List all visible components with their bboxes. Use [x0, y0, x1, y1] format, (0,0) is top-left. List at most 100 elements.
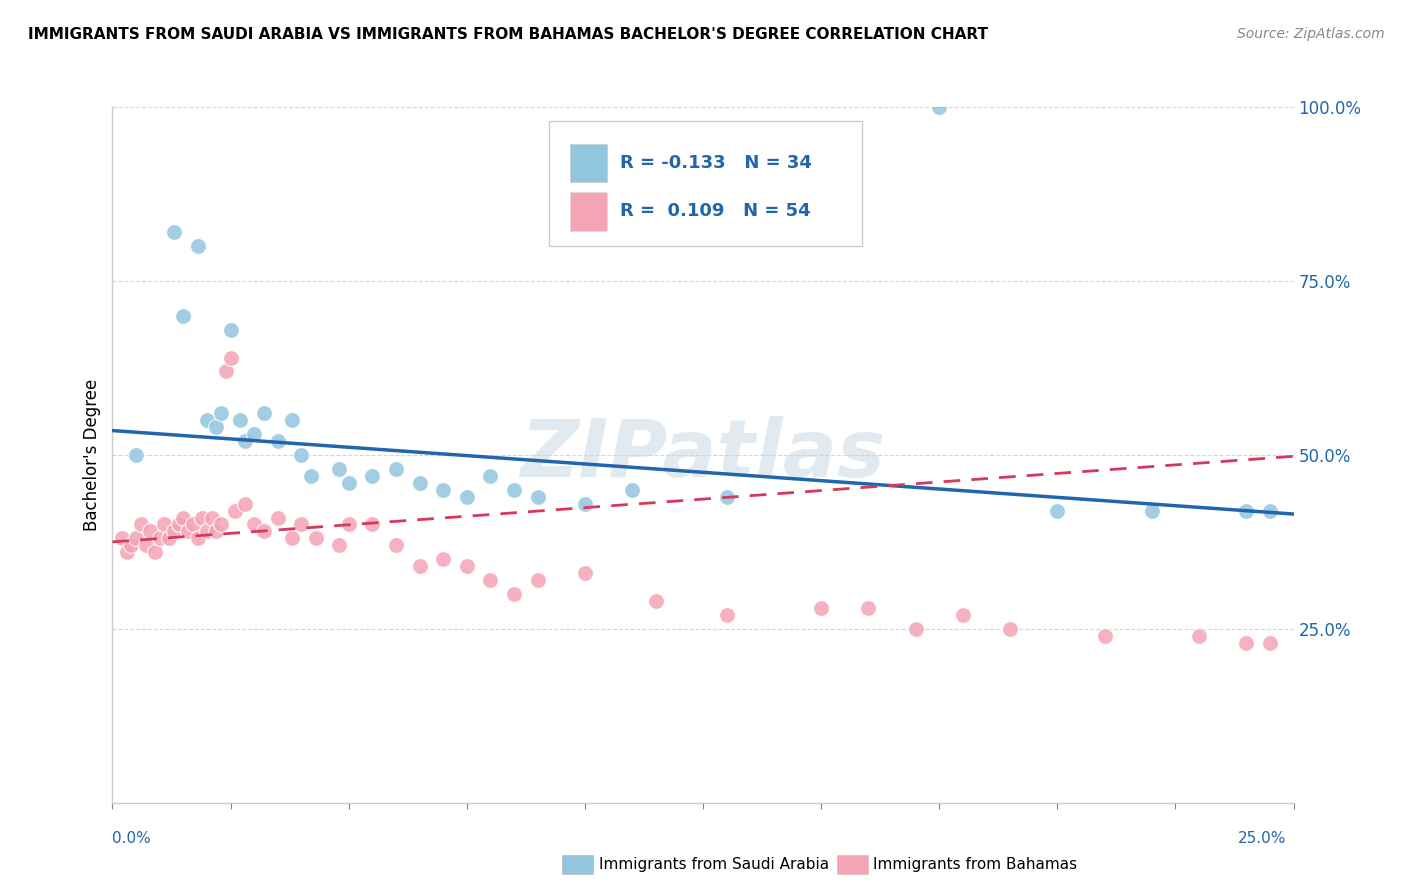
Point	[574, 566, 596, 581]
Point	[432, 483, 454, 497]
Point	[243, 427, 266, 442]
Point	[172, 309, 194, 323]
Point	[219, 323, 242, 337]
Point	[361, 517, 384, 532]
Point	[267, 510, 290, 524]
Point	[479, 468, 502, 483]
Point	[205, 524, 228, 539]
Point	[290, 517, 312, 532]
Point	[716, 607, 738, 622]
Point	[209, 406, 232, 420]
Point	[129, 517, 152, 532]
Point	[503, 587, 526, 601]
Point	[125, 532, 148, 546]
Point	[139, 524, 162, 539]
Point	[290, 448, 312, 462]
Point	[408, 559, 430, 574]
Point	[1258, 636, 1281, 650]
Point	[1046, 503, 1069, 517]
Text: 0.0%: 0.0%	[112, 831, 152, 846]
Text: 25.0%: 25.0%	[1239, 831, 1286, 846]
Point	[281, 413, 304, 427]
Point	[621, 483, 644, 497]
Bar	[569, 193, 607, 230]
Text: Source: ZipAtlas.com: Source: ZipAtlas.com	[1237, 27, 1385, 41]
Point	[644, 594, 666, 608]
Point	[186, 239, 208, 253]
Point	[281, 532, 304, 546]
Point	[172, 510, 194, 524]
Text: R = -0.133   N = 34: R = -0.133 N = 34	[620, 153, 813, 171]
Point	[195, 524, 218, 539]
Point	[233, 434, 256, 448]
Point	[215, 364, 238, 378]
Text: IMMIGRANTS FROM SAUDI ARABIA VS IMMIGRANTS FROM BAHAMAS BACHELOR'S DEGREE CORREL: IMMIGRANTS FROM SAUDI ARABIA VS IMMIGRAN…	[28, 27, 988, 42]
Point	[1258, 503, 1281, 517]
Point	[125, 448, 148, 462]
Point	[167, 517, 190, 532]
Point	[328, 538, 350, 552]
Point	[120, 538, 142, 552]
Text: Immigrants from Bahamas: Immigrants from Bahamas	[873, 857, 1077, 871]
Point	[191, 510, 214, 524]
Point	[1188, 629, 1211, 643]
Point	[253, 524, 276, 539]
Text: ZIPatlas: ZIPatlas	[520, 416, 886, 494]
Point	[253, 406, 276, 420]
Point	[1234, 636, 1257, 650]
Point	[195, 413, 218, 427]
Point	[337, 475, 360, 490]
Point	[153, 517, 176, 532]
Point	[432, 552, 454, 566]
Point	[209, 517, 232, 532]
Point	[205, 420, 228, 434]
Point	[456, 559, 478, 574]
Point	[186, 532, 208, 546]
Point	[385, 462, 408, 476]
Point	[224, 503, 246, 517]
Point	[143, 545, 166, 559]
Point	[163, 225, 186, 239]
Point	[201, 510, 224, 524]
Point	[526, 490, 548, 504]
Point	[716, 490, 738, 504]
Point	[233, 497, 256, 511]
Point	[229, 413, 252, 427]
Point	[219, 351, 242, 365]
Point	[1140, 503, 1163, 517]
Point	[328, 462, 350, 476]
Point	[1094, 629, 1116, 643]
Point	[904, 622, 927, 636]
Point	[479, 573, 502, 587]
Point	[115, 545, 138, 559]
Bar	[569, 144, 607, 182]
Point	[456, 490, 478, 504]
Point	[574, 497, 596, 511]
Point	[135, 538, 157, 552]
Point	[385, 538, 408, 552]
Text: Immigrants from Saudi Arabia: Immigrants from Saudi Arabia	[599, 857, 830, 871]
Point	[267, 434, 290, 448]
Point	[243, 517, 266, 532]
Point	[810, 601, 832, 615]
Text: R =  0.109   N = 54: R = 0.109 N = 54	[620, 202, 811, 220]
Point	[157, 532, 180, 546]
Point	[998, 622, 1021, 636]
Point	[526, 573, 548, 587]
FancyBboxPatch shape	[550, 121, 862, 246]
Point	[858, 601, 880, 615]
Point	[111, 532, 134, 546]
Point	[299, 468, 322, 483]
Point	[503, 483, 526, 497]
Y-axis label: Bachelor's Degree: Bachelor's Degree	[83, 379, 101, 531]
Point	[361, 468, 384, 483]
Point	[408, 475, 430, 490]
Point	[304, 532, 326, 546]
Point	[163, 524, 186, 539]
Point	[952, 607, 974, 622]
Point	[337, 517, 360, 532]
Point	[181, 517, 204, 532]
Point	[1234, 503, 1257, 517]
Point	[177, 524, 200, 539]
Point	[149, 532, 172, 546]
